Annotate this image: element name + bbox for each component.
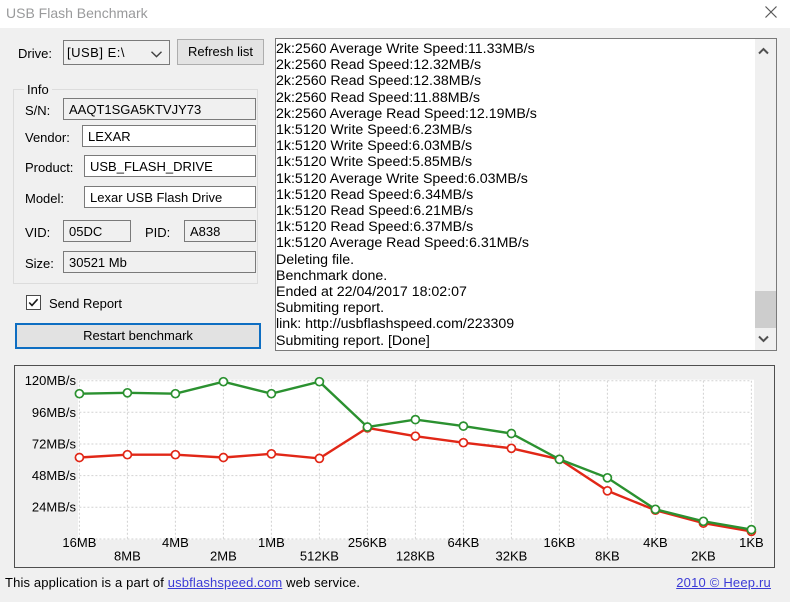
svg-text:8KB: 8KB (595, 549, 620, 564)
svg-text:72MB/s: 72MB/s (32, 437, 77, 452)
svg-text:2KB: 2KB (691, 549, 716, 564)
svg-text:256KB: 256KB (348, 535, 387, 550)
svg-text:2MB: 2MB (210, 549, 237, 564)
svg-text:32KB: 32KB (495, 549, 527, 564)
svg-text:96MB/s: 96MB/s (32, 405, 77, 420)
svg-text:8MB: 8MB (114, 549, 141, 564)
svg-text:1KB: 1KB (739, 535, 764, 550)
svg-text:512KB: 512KB (300, 549, 339, 564)
svg-text:24MB/s: 24MB/s (32, 500, 77, 515)
svg-text:4KB: 4KB (643, 535, 668, 550)
svg-text:1MB: 1MB (258, 535, 285, 550)
svg-text:128KB: 128KB (396, 549, 435, 564)
svg-text:64KB: 64KB (447, 535, 479, 550)
svg-text:48MB/s: 48MB/s (32, 468, 77, 483)
svg-text:120MB/s: 120MB/s (25, 373, 77, 388)
svg-text:16MB: 16MB (62, 535, 96, 550)
svg-text:16KB: 16KB (543, 535, 575, 550)
svg-text:4MB: 4MB (162, 535, 189, 550)
